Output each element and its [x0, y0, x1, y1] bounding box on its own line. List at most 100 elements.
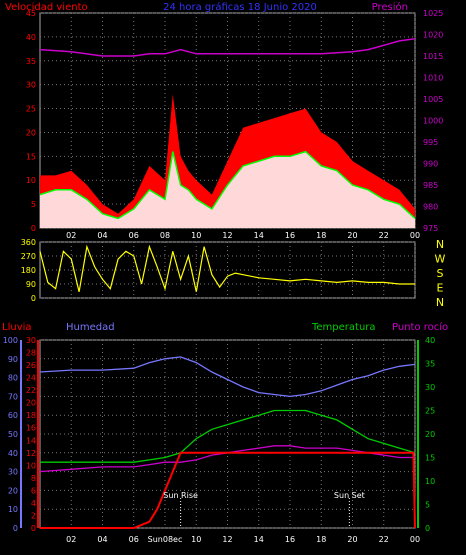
time-tick-label: 04	[97, 535, 107, 544]
direction-tick-label: 0	[31, 294, 36, 303]
compass-label: E	[437, 282, 444, 295]
wind-speed-tick-label: 40	[26, 33, 36, 42]
time-tick-label: 20	[347, 535, 357, 544]
pressure-tick-label: 1010	[423, 74, 443, 83]
wind-speed-tick-label: 35	[26, 57, 36, 66]
rain-axis-title: Lluvia	[2, 322, 32, 333]
direction-tick-label: 270	[21, 252, 36, 261]
humidity-tick-label: 80	[8, 374, 18, 383]
time-tick-label: 20	[347, 231, 357, 240]
wind-speed-tick-label: 5	[31, 200, 36, 209]
compass-label: N	[436, 238, 444, 251]
rain-tick-label: 2	[31, 511, 36, 520]
time-tick-label: 10	[191, 535, 201, 544]
pressure-tick-label: 1020	[423, 31, 443, 40]
rain-tick-label: 14	[26, 436, 36, 445]
direction-tick-label: 90	[26, 280, 36, 289]
time-tick-label: 14	[254, 535, 264, 544]
wind-series	[39, 150, 416, 220]
time-tick-label: 02	[66, 535, 76, 544]
time-tick-label: 22	[379, 231, 389, 240]
temperature-ticks: 0 5 10 15 20 25 30 35 40	[425, 336, 435, 533]
time-tick-label: 06	[129, 535, 139, 544]
wind-speed-tick-label: 0	[31, 224, 36, 233]
humidity-tick-label: 10	[8, 505, 18, 514]
humidity-axis-title: Humedad	[66, 322, 115, 333]
time-tick-label: 04	[97, 231, 107, 240]
wind-fill	[40, 151, 415, 228]
temperature-tick-label: 35	[425, 360, 435, 369]
rain-tick-label: 8	[31, 474, 36, 483]
humidity-tick-label: 50	[8, 430, 18, 439]
pressure-tick-label: 995	[423, 138, 438, 147]
pressure-tick-label: 990	[423, 160, 438, 169]
wind-speed-axis-title: Velocidad viento	[5, 2, 88, 13]
humidity-tick-label: 20	[8, 486, 18, 495]
rain-tick-label: 26	[26, 361, 36, 370]
time-tick-label: 12	[222, 231, 232, 240]
rain-tick-label: 10	[26, 461, 36, 470]
compass-label: S	[437, 267, 444, 280]
pressure-tick-label: 1000	[423, 117, 443, 126]
wind-speed-tick-label: 10	[26, 176, 36, 185]
temperature-tick-label: 30	[425, 383, 435, 392]
sunset-label: Sun Set	[334, 491, 365, 500]
pressure-tick-label: 985	[423, 181, 438, 190]
humidity-tick-label: 40	[8, 449, 18, 458]
temperature-tick-label: 25	[425, 407, 435, 416]
rain-tick-label: 6	[31, 486, 36, 495]
time-ticks-top: 02 04 06 08 10 12 14 16 18 20 22 00	[66, 231, 420, 240]
direction-tick-label: 180	[21, 266, 36, 275]
temperature-tick-label: 5	[425, 501, 430, 510]
time-tick-label: 00	[410, 231, 420, 240]
wind-pressure-series	[39, 38, 416, 228]
wind-speed-tick-label: 25	[26, 105, 36, 114]
dewpoint-series	[39, 445, 415, 473]
humidity-tick-label: 0	[13, 524, 18, 533]
pressure-tick-label: 1015	[423, 52, 443, 61]
wind-speed-tick-label: 20	[26, 128, 36, 137]
compass-label: W	[435, 253, 446, 266]
wind-speed-tick-label: 45	[26, 9, 36, 18]
rain-tick-label: 22	[26, 386, 36, 395]
wind-direction-grid	[40, 241, 416, 299]
time-tick-label: 12	[222, 535, 232, 544]
rain-tick-label: 24	[26, 374, 36, 383]
temperature-tick-label: 15	[425, 454, 435, 463]
time-tick-label: 02	[66, 231, 76, 240]
rain-tick-label: 4	[31, 499, 36, 508]
temperature-tick-label: 20	[425, 430, 435, 439]
time-tick-label: Sun08ec	[148, 535, 183, 544]
temp-humidity-series	[39, 356, 416, 529]
direction-tick-label: 360	[21, 238, 36, 247]
humidity-ticks: 0 10 20 30 40 50 60 70 80 90 100	[3, 336, 18, 533]
rain-tick-label: 28	[26, 349, 36, 358]
rain-tick-label: 0	[31, 524, 36, 533]
temperature-axis-title: Temperatura	[311, 322, 376, 333]
pressure-tick-label: 1025	[423, 9, 443, 18]
humidity-tick-label: 60	[8, 411, 18, 420]
humidity-tick-label: 30	[8, 468, 18, 477]
time-tick-label: 10	[191, 231, 201, 240]
time-tick-label: 00	[410, 535, 420, 544]
direction-degree-ticks: 0 90 180 270 360	[21, 238, 36, 303]
pressure-tick-label: 980	[423, 203, 438, 212]
pressure-series	[39, 38, 416, 57]
time-ticks-bottom: 02 04 06 Sun08ec 10 12 14 16 18 20 22 00	[66, 535, 420, 544]
sunrise-label: Sun Rise	[163, 491, 198, 500]
temperature-tick-label: 10	[425, 477, 435, 486]
rain-tick-label: 16	[26, 424, 36, 433]
humidity-tick-label: 90	[8, 355, 18, 364]
humidity-tick-label: 70	[8, 392, 18, 401]
rain-tick-label: 30	[26, 336, 36, 345]
time-tick-label: 08	[160, 231, 170, 240]
pressure-axis-title: Presión	[372, 1, 408, 13]
pressure-tick-label: 975	[423, 224, 438, 233]
pressure-ticks: 975 980 985 990 995 1000 1005 1010 1015 1020 1025	[423, 9, 443, 233]
dewpoint-axis-title: Punto rocío	[392, 321, 448, 333]
wind-speed-tick-label: 30	[26, 81, 36, 90]
temperature-tick-label: 0	[425, 524, 430, 533]
